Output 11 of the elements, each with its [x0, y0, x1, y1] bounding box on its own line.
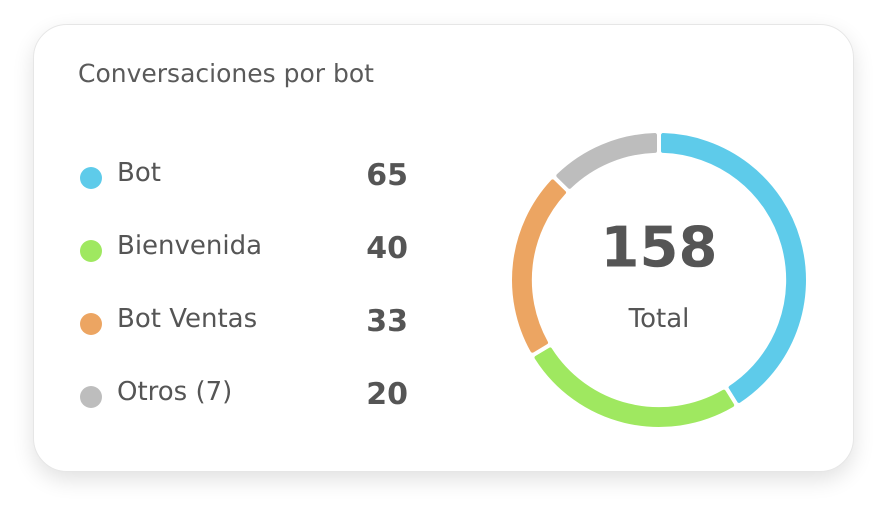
text: 158 — [600, 216, 718, 281]
data-label: 40 — [365, 231, 408, 266]
data-label: 65 — [365, 158, 408, 193]
data-label: 20 — [365, 377, 408, 412]
legend-label: Bienvenida — [117, 231, 262, 261]
text: Total — [628, 304, 690, 334]
data-label: 33 — [365, 304, 408, 339]
legend-label: Bot Ventas — [117, 304, 258, 334]
chart-title: Conversaciones por bot — [78, 59, 374, 88]
legend-label: Bot — [117, 158, 161, 188]
legend-label: Otros (7) — [117, 377, 232, 407]
